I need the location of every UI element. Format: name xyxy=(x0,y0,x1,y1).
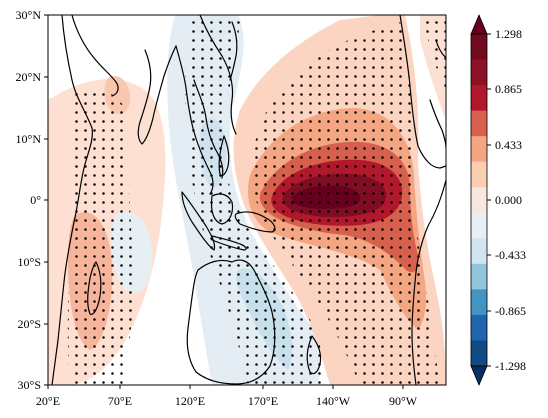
colorbar-level-swatch xyxy=(471,161,487,188)
lat-tick-20s: 20°S xyxy=(18,317,41,331)
longitude-axis: 20°E 70°E 120°E 170°E 140°W 90°W xyxy=(36,385,418,408)
lat-tick-0: 0° xyxy=(30,193,41,207)
colorbar-tick-label: 0.433 xyxy=(495,138,522,152)
coastline-new-guinea xyxy=(234,211,276,233)
colorbar-under-arrow xyxy=(470,365,488,387)
colorbar-tick-label: 1.298 xyxy=(495,27,522,41)
colorbar-tick-label: 0.000 xyxy=(495,193,522,207)
colorbar-level-swatch xyxy=(471,314,487,342)
lon-tick-90w: 90°W xyxy=(389,394,418,408)
coastline-north-america-west xyxy=(399,15,446,169)
colorbar-level-swatch xyxy=(471,289,487,316)
lon-tick-170e: 170°E xyxy=(248,394,278,408)
lon-tick-140w: 140°W xyxy=(316,394,351,408)
significance-stippling xyxy=(67,20,446,385)
stipple-region-northeast-pacific xyxy=(424,20,446,90)
lon-tick-70e: 70°E xyxy=(108,394,132,408)
colorbar: 1.298 0.865 0.433 0.000 -0.433 -0.865 -1… xyxy=(470,13,526,387)
lon-tick-120e: 120°E xyxy=(175,394,205,408)
colorbar-tick-label: -0.433 xyxy=(495,248,526,262)
colorbar-level-swatch xyxy=(471,34,487,61)
colorbar-level-swatch xyxy=(471,212,487,239)
lon-tick-20e: 20°E xyxy=(36,394,60,408)
coastline-borneo xyxy=(210,193,234,225)
colorbar-level-swatch xyxy=(471,187,487,214)
coastline-sumatra xyxy=(181,191,216,251)
coastline-philippines xyxy=(218,135,230,177)
colorbar-over-arrow xyxy=(470,13,488,35)
colorbar-level-swatch xyxy=(471,110,487,137)
colorbar-level-swatch xyxy=(471,59,487,86)
colorbar-levels xyxy=(471,34,487,367)
coastline-new-zealand xyxy=(306,335,322,375)
coastline-arabia xyxy=(71,15,119,97)
latitude-axis: 30°N 20°N 10°N 0° 10°S 20°S 30°S xyxy=(16,8,48,392)
lat-tick-30s: 30°S xyxy=(18,378,41,392)
colorbar-level-swatch xyxy=(471,85,487,112)
lat-tick-30n: 30°N xyxy=(16,8,42,22)
lat-tick-10n: 10°N xyxy=(16,132,42,146)
stipple-region-indian-ocean xyxy=(67,90,134,385)
colorbar-level-swatch xyxy=(471,340,487,367)
colorbar-level-swatch xyxy=(471,263,487,290)
coastline-java xyxy=(211,235,247,251)
colorbar-tick-label: -0.865 xyxy=(495,304,526,318)
coastline-madagascar xyxy=(87,261,102,315)
colorbar-tick-label: -1.298 xyxy=(495,359,526,373)
colorbar-ticks: 1.298 0.865 0.433 0.000 -0.433 -0.865 -1… xyxy=(487,27,526,373)
colorbar-level-swatch xyxy=(471,238,487,265)
colorbar-tick-label: 0.865 xyxy=(495,82,522,96)
coastline-south-america-west xyxy=(411,179,446,385)
lat-tick-10s: 10°S xyxy=(18,255,41,269)
colorbar-level-swatch xyxy=(471,136,487,163)
coastline-indochina xyxy=(193,79,224,179)
coastline-southeast-asia xyxy=(175,45,214,195)
stipple-region-central-pacific xyxy=(252,22,440,385)
coastline-australia xyxy=(186,259,276,385)
lat-tick-20n: 20°N xyxy=(16,70,42,84)
coastline-north-america-gulf xyxy=(435,39,446,59)
coastline-india xyxy=(137,45,177,145)
coastline-japan xyxy=(229,21,238,81)
map-plot-area xyxy=(48,15,446,385)
coastline-africa-east xyxy=(51,15,93,385)
stipple-region-west-pacific xyxy=(185,20,323,385)
